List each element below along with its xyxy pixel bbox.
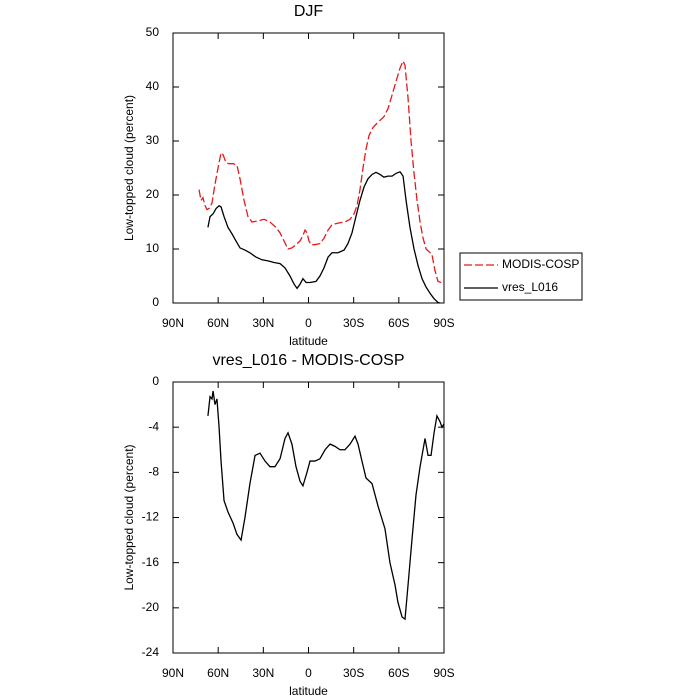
plot-frame — [172, 32, 445, 304]
y-tick-label: 0 — [152, 374, 159, 388]
x-tick-label: 60N — [207, 666, 229, 680]
y-tick-label: -16 — [142, 555, 160, 569]
legend-box — [459, 252, 583, 301]
x-tick-label: 30S — [343, 316, 364, 330]
x-tick-label: 60N — [207, 316, 229, 330]
x-tick-label: 30N — [252, 666, 274, 680]
data-line — [207, 170, 441, 304]
x-tick-label: 0 — [305, 666, 312, 680]
x-axis-label: latitude — [289, 684, 328, 698]
y-tick-label: 50 — [146, 25, 160, 39]
y-tick-label: 20 — [146, 187, 160, 201]
x-tick-label: 60S — [388, 666, 409, 680]
y-tick-label: -8 — [148, 465, 159, 479]
plot-frame — [172, 381, 445, 654]
y-tick-label: 40 — [146, 79, 160, 93]
x-tick-label: 90N — [162, 316, 184, 330]
legend-label: MODIS-COSP — [502, 257, 579, 271]
x-tick-label: 0 — [305, 316, 312, 330]
x-axis-label: latitude — [289, 334, 328, 348]
y-tick-label: 0 — [152, 295, 159, 309]
y-tick-label: -12 — [142, 510, 160, 524]
y-axis-label: Low-topped cloud (percent) — [122, 444, 136, 590]
y-tick-label: 30 — [146, 133, 160, 147]
y-tick-label: -4 — [148, 419, 159, 433]
data-line — [198, 59, 445, 284]
data-line — [207, 390, 445, 621]
x-tick-label: 30N — [252, 316, 274, 330]
x-tick-label: 90S — [433, 666, 454, 680]
x-tick-label: 90N — [162, 666, 184, 680]
x-tick-label: 30S — [343, 666, 364, 680]
chart-title: vres_L016 - MODIS-COSP — [212, 352, 404, 369]
x-tick-label: 90S — [433, 316, 454, 330]
y-tick-label: 10 — [146, 241, 160, 255]
y-axis-label: Low-topped cloud (percent) — [122, 95, 136, 241]
x-tick-label: 60S — [388, 316, 409, 330]
legend-label: vres_L016 — [502, 280, 558, 294]
chart-title: DJF — [294, 3, 324, 20]
y-tick-label: -20 — [142, 600, 160, 614]
y-tick-label: -24 — [142, 645, 160, 659]
